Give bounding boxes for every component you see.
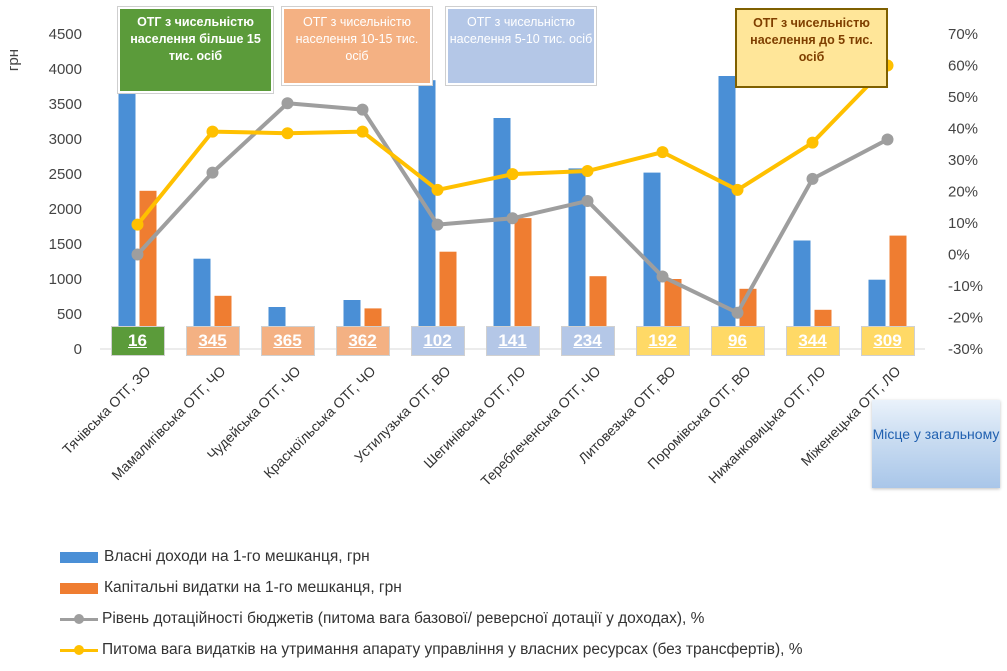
- y2-tick-label: 50%: [948, 89, 978, 106]
- point-subsidy-level: [206, 166, 219, 179]
- legend-swatch-yellow-line: [60, 640, 98, 660]
- group-label-box: ОТГ з чисельністю населення більше 15 ти…: [118, 7, 273, 93]
- y2-tick-label: 30%: [948, 152, 978, 169]
- point-subsidy-level: [731, 306, 744, 319]
- legend-item-own-revenue: Власні доходи на 1-го мешканця, грн: [60, 545, 370, 569]
- point-admin-share: [281, 127, 294, 140]
- bar-own-revenue: [418, 80, 436, 349]
- rank-label: 309: [860, 326, 915, 356]
- legend-label: Питома вага видатків на утримання апарат…: [102, 641, 803, 658]
- y-tick-label: 0: [74, 341, 82, 358]
- legend-swatch-gray-line: [60, 609, 98, 629]
- rank-legend-box: Місце у загальному: [872, 400, 1000, 488]
- category-label: Тереблеченська ОТГ, ЧО: [477, 363, 603, 489]
- legend-label: Рівень дотаційності бюджетів (питома ваг…: [102, 610, 705, 627]
- point-subsidy-level: [356, 103, 369, 116]
- y-tick-label: 1500: [49, 236, 82, 253]
- point-admin-share: [131, 218, 144, 231]
- y2-tick-label: -10%: [948, 278, 983, 295]
- point-subsidy-level: [656, 270, 669, 283]
- y2-tick-label: -20%: [948, 310, 983, 327]
- legend-swatch-blue: [60, 551, 98, 563]
- point-admin-share: [581, 165, 594, 178]
- point-admin-share: [506, 168, 519, 181]
- group-label-box: ОТГ з чисельністю населення 10-15 тис. о…: [282, 7, 432, 85]
- point-subsidy-level: [431, 218, 444, 231]
- y2-tick-label: 0%: [948, 247, 970, 264]
- rank-legend-label: Місце у загальному: [872, 426, 1000, 442]
- rank-label: 141: [485, 326, 540, 356]
- rank-label: 102: [410, 326, 465, 356]
- group-label-box: ОТГ з чисельністю населення до 5 тис. ос…: [735, 8, 888, 88]
- bar-capital-expenses: [889, 235, 907, 349]
- y2-tick-label: 60%: [948, 58, 978, 75]
- y-tick-label: 2000: [49, 201, 82, 218]
- rank-label: 365: [260, 326, 315, 356]
- legend-label: Капітальні видатки на 1-го мешканця, грн: [104, 579, 402, 596]
- point-admin-share: [206, 125, 219, 138]
- bar-own-revenue: [568, 168, 586, 349]
- rank-label: 234: [560, 326, 615, 356]
- rank-label: 16: [110, 326, 165, 356]
- point-subsidy-level: [506, 212, 519, 225]
- y-tick-label: 1000: [49, 271, 82, 288]
- point-subsidy-level: [881, 133, 894, 146]
- point-admin-share: [656, 146, 669, 159]
- y2-tick-label: 40%: [948, 121, 978, 138]
- y-tick-label: 4000: [49, 61, 82, 78]
- point-admin-share: [806, 136, 819, 149]
- y-axis-title: грн: [5, 49, 22, 71]
- y-tick-label: 500: [57, 306, 82, 323]
- point-subsidy-level: [581, 194, 594, 207]
- legend-item-subsidy-level: Рівень дотаційності бюджетів (питома ваг…: [60, 607, 704, 631]
- bar-own-revenue: [718, 76, 736, 349]
- y2-tick-label: -30%: [948, 341, 983, 358]
- bar-own-revenue: [643, 172, 661, 349]
- bar-capital-expenses: [514, 218, 532, 349]
- bar-own-revenue: [493, 118, 511, 349]
- rank-label: 96: [710, 326, 765, 356]
- point-subsidy-level: [131, 248, 144, 261]
- bar-capital-expenses: [139, 190, 157, 349]
- y-tick-label: 2500: [49, 166, 82, 183]
- point-admin-share: [431, 183, 444, 196]
- rank-label: 192: [635, 326, 690, 356]
- y-tick-label: 3000: [49, 131, 82, 148]
- group-label-box: ОТГ з чисельністю населення 5-10 тис. ос…: [446, 7, 596, 85]
- legend-label: Власні доходи на 1-го мешканця, грн: [104, 548, 370, 565]
- point-admin-share: [356, 125, 369, 138]
- legend-swatch-orange: [60, 582, 98, 594]
- rank-label: 362: [335, 326, 390, 356]
- y-tick-label: 4500: [49, 26, 82, 43]
- point-subsidy-level: [806, 172, 819, 185]
- bar-capital-expenses: [439, 251, 457, 349]
- rank-label: 345: [185, 326, 240, 356]
- bar-own-revenue: [118, 49, 136, 350]
- line-subsidy-level: [136, 101, 889, 315]
- legend-item-capital-expenses: Капітальні видатки на 1-го мешканця, грн: [60, 576, 402, 600]
- y2-tick-label: 70%: [948, 26, 978, 43]
- y2-tick-label: 10%: [948, 215, 978, 232]
- y-tick-label: 3500: [49, 96, 82, 113]
- point-admin-share: [731, 183, 744, 196]
- point-subsidy-level: [281, 97, 294, 110]
- y2-tick-label: 20%: [948, 184, 978, 201]
- legend-item-admin-share: Питома вага видатків на утримання апарат…: [60, 638, 803, 662]
- rank-label: 344: [785, 326, 840, 356]
- bar-own-revenue: [793, 240, 811, 349]
